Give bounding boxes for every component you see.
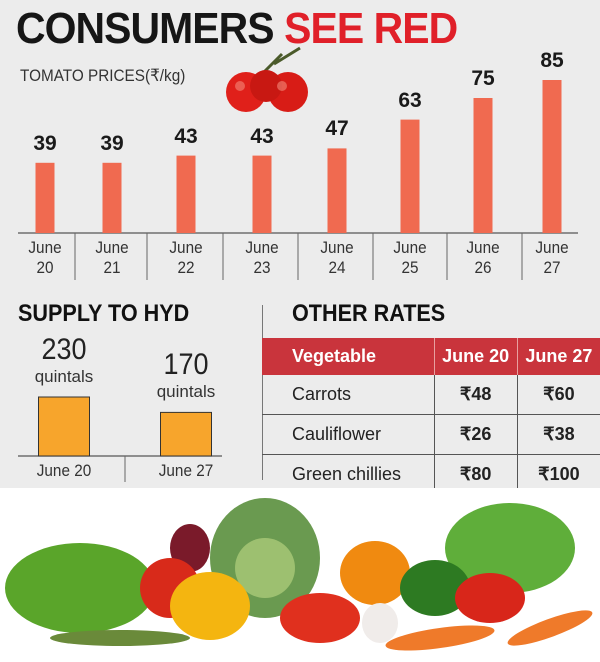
data-label: 63 bbox=[398, 88, 422, 112]
x-tick-day: 26 bbox=[474, 258, 492, 277]
x-tick-month: June bbox=[28, 238, 62, 257]
tomato-chart-title: TOMATO PRICES(₹/kg) bbox=[20, 66, 186, 85]
data-label: 43 bbox=[250, 124, 274, 148]
cell-june-27: ₹100 bbox=[516, 454, 600, 494]
x-tick-month: June bbox=[393, 238, 427, 257]
page-title: CONSUMERS SEE RED bbox=[16, 4, 458, 54]
x-tick-label: June 27 bbox=[525, 238, 579, 278]
cell-june-20: ₹26 bbox=[433, 414, 518, 455]
x-tick-month: June bbox=[535, 238, 569, 257]
cell-june-20: ₹48 bbox=[433, 375, 518, 415]
table-header-row: Vegetable June 20 June 27 bbox=[262, 338, 600, 375]
x-tick-month: June bbox=[320, 238, 354, 257]
cell-june-27: ₹60 bbox=[516, 375, 600, 415]
x-tick-day: 25 bbox=[401, 258, 419, 277]
bar bbox=[102, 162, 122, 233]
x-tick-label: June 23 bbox=[235, 238, 289, 278]
data-label: 39 bbox=[100, 131, 124, 155]
bar bbox=[473, 98, 493, 233]
x-tick-label: June 22 bbox=[159, 238, 213, 278]
bar bbox=[160, 411, 212, 457]
x-tick-month: June bbox=[466, 238, 500, 257]
bar bbox=[400, 119, 420, 233]
title-part-1: CONSUMERS bbox=[16, 4, 275, 53]
vegetables-image bbox=[0, 488, 600, 662]
supply-chart bbox=[18, 396, 222, 482]
table-row: Cauliflower ₹26 ₹38 bbox=[262, 414, 600, 455]
data-label: 47 bbox=[325, 117, 349, 141]
bar bbox=[176, 155, 196, 233]
bar bbox=[35, 162, 55, 233]
data-label: 170 bbox=[163, 348, 209, 382]
bar bbox=[542, 80, 562, 233]
x-tick-label: June 20 bbox=[18, 238, 72, 278]
data-label: 43 bbox=[174, 124, 198, 148]
x-tick-day: 21 bbox=[103, 258, 121, 277]
x-tick-label: June 25 bbox=[383, 238, 437, 278]
title-part-2: SEE RED bbox=[284, 4, 458, 53]
cell-vegetable: Green chillies bbox=[292, 464, 402, 484]
unit-label: quintals bbox=[156, 382, 216, 402]
x-tick-label: June 21 bbox=[85, 238, 139, 278]
x-tick-label: June 26 bbox=[456, 238, 510, 278]
data-label: 230 bbox=[41, 333, 87, 366]
x-tick-label: June 27 bbox=[158, 461, 214, 480]
x-tick-month: June bbox=[245, 238, 279, 257]
x-tick-label: June 24 bbox=[310, 238, 364, 278]
bar bbox=[252, 155, 272, 233]
x-tick-month: June bbox=[95, 238, 129, 257]
x-tick-month: June bbox=[169, 238, 203, 257]
data-label: 75 bbox=[471, 67, 495, 90]
cell-vegetable: Cauliflower bbox=[262, 414, 435, 455]
x-tick-day: 23 bbox=[253, 258, 271, 277]
supply-chart-title: SUPPLY TO HYD bbox=[18, 300, 190, 327]
x-tick-day: 22 bbox=[177, 258, 195, 277]
cell-june-27: ₹38 bbox=[516, 414, 600, 455]
other-rates-title: OTHER RATES bbox=[292, 300, 446, 327]
header-vegetable: Vegetable bbox=[262, 338, 435, 375]
bar bbox=[38, 396, 90, 457]
cell-june-20: ₹80 bbox=[433, 454, 518, 494]
table-row: Green chillies ₹80 ₹100 bbox=[262, 454, 600, 494]
header-june-27: June 27 bbox=[516, 338, 600, 375]
data-label: 85 bbox=[540, 49, 564, 72]
data-label: 39 bbox=[33, 131, 57, 155]
cell-vegetable: Carrots bbox=[262, 375, 435, 415]
x-tick-label: June 20 bbox=[36, 461, 92, 480]
unit-label: quintals bbox=[34, 367, 94, 386]
bar bbox=[327, 148, 347, 233]
tomato-icon bbox=[226, 46, 308, 112]
x-tick-day: 20 bbox=[36, 258, 54, 277]
header-june-20: June 20 bbox=[433, 338, 518, 375]
tomato-price-chart bbox=[18, 80, 578, 280]
table-row: Carrots ₹48 ₹60 bbox=[262, 375, 600, 415]
x-tick-day: 27 bbox=[543, 258, 561, 277]
x-tick-day: 24 bbox=[328, 258, 346, 277]
other-rates-table: Vegetable June 20 June 27 Carrots ₹48 ₹6… bbox=[262, 338, 600, 494]
